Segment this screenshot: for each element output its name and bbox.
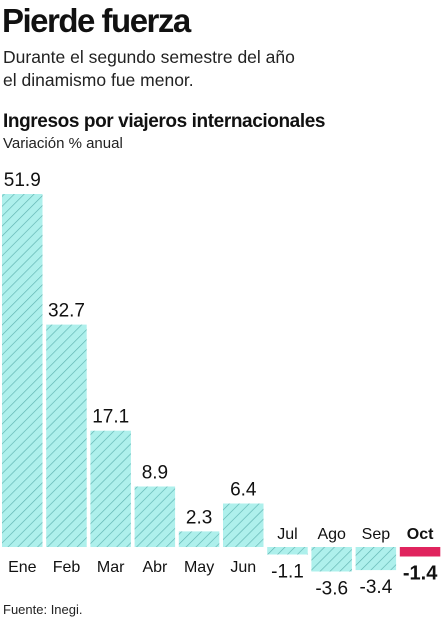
value-label-sep: -3.4 [360,577,393,598]
bar-abr [134,486,176,547]
category-label-jun: Jun [230,559,256,576]
value-label-jun: 6.4 [230,480,257,501]
category-label-ago: Ago [317,526,346,543]
category-label-ene: Ene [8,559,37,576]
value-label-jul: -1.1 [271,562,304,583]
value-label-abr: 8.9 [142,463,168,484]
bar-feb [46,324,87,547]
subtitle-line-1: Durante el segundo semestre del año [3,47,295,67]
value-label-ago: -3.6 [315,579,348,600]
value-label-feb: 32.7 [48,301,85,322]
category-label-abr: Abr [142,559,168,576]
source-note: Fuente: Inegi. [3,602,83,617]
value-label-ene: 51.9 [4,170,41,191]
bar-jul [267,547,308,555]
subtitle-line-2: el dinamismo fue menor. [3,70,194,90]
bar-mar [90,430,131,547]
category-label-oct: Oct [407,526,434,543]
page-title: Pierde fuerza [2,2,191,39]
chart-title: Ingresos por viajeros internacionales [3,111,326,132]
chart-subtitle: Variación % anual [3,135,123,152]
category-label-sep: Sep [362,526,391,543]
value-label-oct: -1.4 [403,563,438,585]
subtitle: Durante el segundo semestre del año el d… [3,46,295,92]
bar-ene [2,194,43,547]
category-label-may: May [184,559,214,576]
bar-ago [311,547,352,572]
bar-sep [355,547,397,571]
bar-may [178,531,220,547]
value-label-may: 2.3 [186,507,212,528]
value-label-mar: 17.1 [92,407,129,428]
bar-jun [223,503,264,547]
category-label-feb: Feb [53,559,81,576]
bar-oct [399,547,441,557]
category-label-mar: Mar [97,559,125,576]
category-label-jul: Jul [277,526,297,543]
